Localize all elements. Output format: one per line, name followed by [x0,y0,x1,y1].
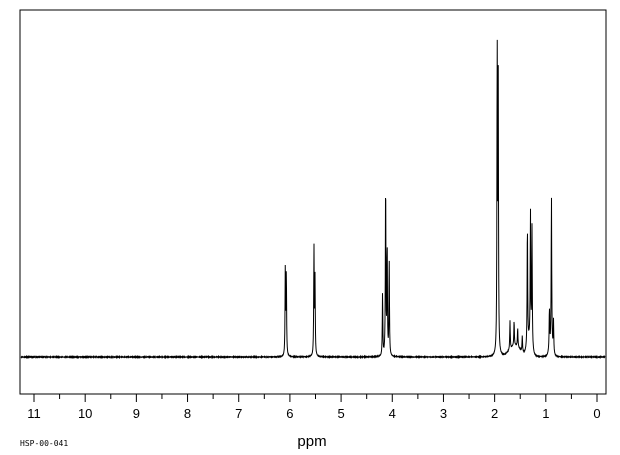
x-tick-label: 6 [286,406,293,421]
spectrum-trace [20,39,606,360]
x-tick-label: 5 [337,406,344,421]
x-axis-ticks: 11 10 9 8 7 6 5 4 3 2 1 0 [27,394,601,421]
x-tick-label: 10 [78,406,92,421]
x-tick-label: 7 [235,406,242,421]
x-tick-label: 11 [27,406,41,421]
plot-frame [19,9,607,395]
x-tick-label: 2 [491,406,498,421]
x-tick-label: 4 [389,406,396,421]
x-tick-label: 8 [184,406,191,421]
x-tick-label: 0 [593,406,600,421]
x-axis-label: ppm [297,433,326,450]
x-tick-label: 9 [133,406,140,421]
spectrum-code-label: HSP-00-041 [20,439,68,448]
x-tick-label: 3 [440,406,447,421]
x-tick-label: 1 [542,406,549,421]
